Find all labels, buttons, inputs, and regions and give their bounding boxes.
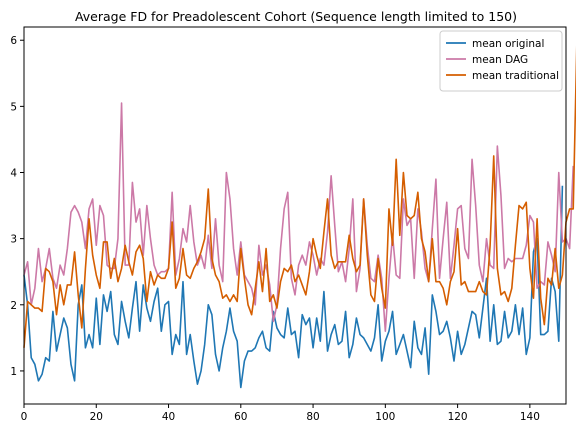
x-tick-label: 60 bbox=[234, 411, 247, 423]
y-tick-label: 4 bbox=[10, 168, 17, 180]
y-tick-label: 5 bbox=[10, 101, 17, 113]
x-tick-label: 0 bbox=[21, 411, 28, 423]
x-tick-label: 40 bbox=[162, 411, 175, 423]
y-tick-label: 1 bbox=[10, 366, 17, 378]
legend: mean original mean DAG mean traditional bbox=[440, 31, 562, 91]
y-tick-label: 2 bbox=[10, 300, 17, 312]
y-tick-label: 3 bbox=[10, 234, 17, 246]
x-tick-label: 80 bbox=[306, 411, 319, 423]
x-tick-label: 140 bbox=[520, 411, 540, 423]
legend-label: mean DAG bbox=[472, 54, 528, 66]
chart-title: Average FD for Preadolescent Cohort (Seq… bbox=[75, 9, 517, 24]
x-tick-label: 120 bbox=[448, 411, 468, 423]
x-tick-label: 20 bbox=[90, 411, 103, 423]
legend-label: mean original bbox=[472, 38, 544, 50]
y-tick-label: 6 bbox=[10, 35, 17, 47]
legend-label: mean traditional bbox=[472, 70, 559, 82]
x-tick-label: 100 bbox=[375, 411, 395, 423]
